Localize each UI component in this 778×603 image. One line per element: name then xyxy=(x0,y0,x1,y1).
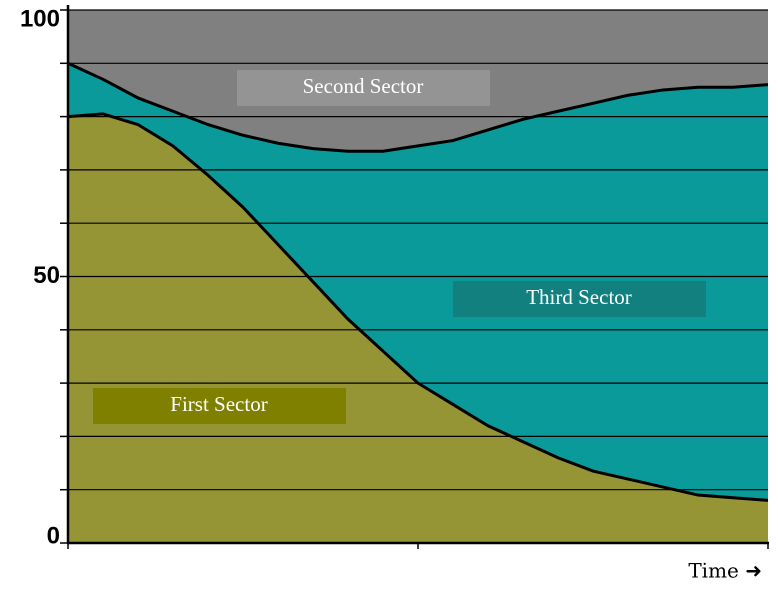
x-axis-label: Time ➜ xyxy=(688,559,762,583)
boundary-line xyxy=(67,112,769,502)
legend-label: Third Sector xyxy=(526,285,632,309)
boundary-line xyxy=(67,61,769,153)
legend-box xyxy=(453,281,706,317)
legend-box xyxy=(237,70,490,106)
y-tick-label: 0 xyxy=(47,522,60,549)
legend-label: Second Sector xyxy=(303,74,424,98)
area xyxy=(68,113,768,543)
area xyxy=(68,63,768,501)
y-tick-label: 100 xyxy=(20,5,60,32)
y-tick-label: 50 xyxy=(33,262,60,289)
legend-box xyxy=(93,388,346,424)
legend-label: First Sector xyxy=(170,392,267,416)
overlay: 0 50 100 First Sector Third Sector Second Sec… xyxy=(20,5,769,549)
